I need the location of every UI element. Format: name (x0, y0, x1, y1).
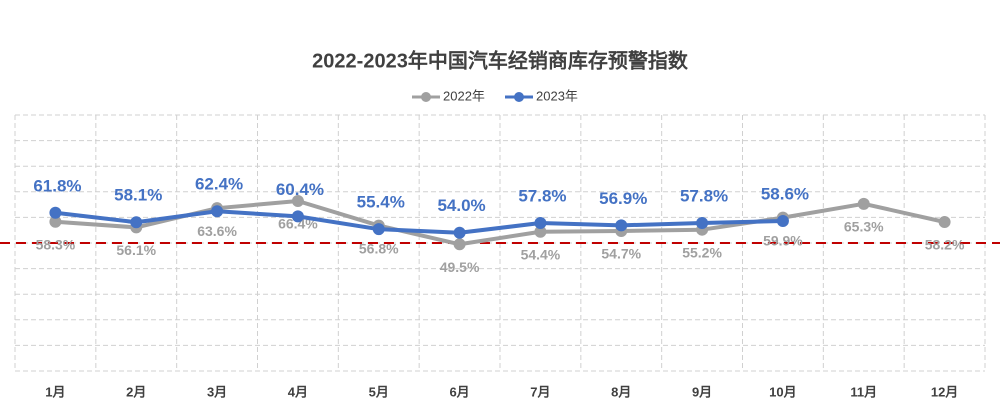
legend-item: 2023年 (505, 88, 578, 103)
x-tick-label: 7月 (530, 384, 550, 399)
data-label: 60.4% (276, 180, 324, 199)
series-line (55, 209, 783, 235)
data-point (534, 225, 547, 238)
data-label: 61.8% (33, 176, 81, 195)
data-label: 56.9% (599, 189, 647, 208)
data-point (49, 215, 62, 228)
data-label: 58.6% (761, 184, 809, 203)
x-tick-label: 8月 (611, 384, 631, 399)
data-point (534, 217, 547, 230)
x-tick-label: 1月 (45, 384, 65, 399)
data-label: 65.3% (844, 219, 884, 235)
data-point (130, 216, 143, 229)
data-point (776, 214, 789, 227)
data-label: 62.4% (195, 175, 243, 194)
x-tick-label: 3月 (207, 384, 227, 399)
data-label: 57.8% (680, 187, 728, 206)
data-label: 57.8% (518, 187, 566, 206)
chart-title: 2022-2023年中国汽车经销商库存预警指数 (312, 48, 689, 72)
x-tick-label: 11月 (850, 384, 877, 399)
data-label: 56.8% (359, 240, 399, 256)
legend-marker (421, 92, 431, 102)
data-point (211, 205, 224, 218)
data-point (453, 238, 466, 251)
data-point (857, 197, 870, 210)
legend-marker (514, 92, 524, 102)
data-label: 55.2% (682, 244, 722, 260)
data-label: 58.3% (36, 236, 76, 252)
x-tick-label: 12月 (931, 384, 958, 399)
data-label: 55.4% (357, 193, 405, 212)
data-label: 49.5% (440, 259, 480, 275)
data-point (372, 223, 385, 236)
data-point (453, 226, 466, 239)
data-point (49, 206, 62, 219)
legend-label: 2023年 (536, 88, 578, 103)
data-label: 54.7% (601, 246, 641, 262)
data-point (291, 195, 304, 208)
data-point (615, 219, 628, 232)
data-label: 54.0% (437, 196, 485, 215)
legend-item: 2022年 (412, 88, 485, 103)
legend-label: 2022年 (443, 88, 485, 103)
x-tick-label: 6月 (449, 384, 469, 399)
x-tick-label: 2月 (126, 384, 146, 399)
data-label: 56.1% (116, 242, 156, 258)
data-label: 58.1% (114, 186, 162, 205)
data-label: 63.6% (197, 223, 237, 239)
data-point (938, 216, 951, 229)
x-tick-label: 10月 (769, 384, 796, 399)
data-label: 58.2% (925, 237, 965, 253)
data-point (696, 217, 709, 230)
x-tick-label: 5月 (369, 384, 389, 399)
x-tick-label: 9月 (692, 384, 712, 399)
data-label: 54.4% (521, 246, 561, 262)
x-tick-label: 4月 (288, 384, 308, 399)
data-label: 59.9% (763, 232, 803, 248)
data-point (291, 210, 304, 223)
